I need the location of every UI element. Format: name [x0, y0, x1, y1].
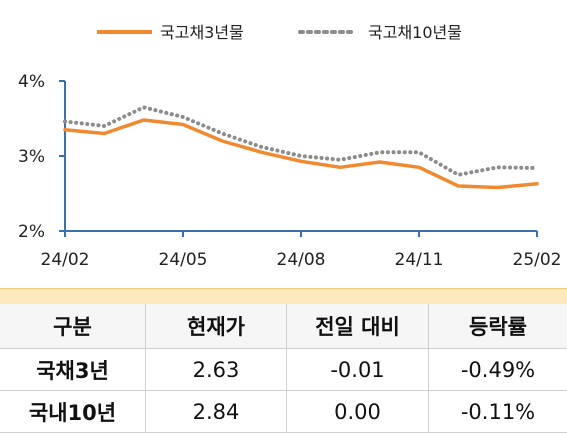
- x-tick-label: 24/08: [277, 250, 326, 270]
- legend-label-10y: 국고채10년물: [368, 23, 462, 42]
- change-cell: 0.00: [286, 390, 429, 433]
- x-tick-label: 24/05: [159, 250, 208, 270]
- change-rate-cell: -0.49%: [428, 348, 567, 391]
- yield-line-chart: 국고채3년물 국고채10년물 2% 3% 4% 24/02 24/05 24/08 24/…: [18, 23, 562, 270]
- yield-summary-table: 구분 현재가 전일 대비 등락률 국채3년 2.63 -0.01 -0.49% …: [0, 304, 567, 433]
- row-label: 국채3년: [0, 348, 146, 391]
- change-cell: -0.01: [286, 348, 429, 391]
- header-change: 전일 대비: [286, 304, 429, 349]
- y-tick-label: 3%: [18, 147, 45, 167]
- table-row: 국내10년 2.84 0.00 -0.11%: [0, 390, 567, 433]
- x-tick-label: 24/02: [41, 250, 90, 270]
- header-change-rate: 등락률: [428, 304, 567, 349]
- x-tick-label: 25/02: [513, 250, 562, 270]
- table-row: 국채3년 2.63 -0.01 -0.49%: [0, 348, 567, 391]
- y-tick-label: 4%: [18, 72, 45, 92]
- x-tick-label: 24/11: [395, 250, 444, 270]
- chart-panel: 국고채3년물 국고채10년물 2% 3% 4% 24/02 24/05 24/08 24/…: [0, 0, 567, 289]
- y-tick-label: 2%: [18, 222, 45, 242]
- series-line-3y: [63, 118, 539, 190]
- legend-label-3y: 국고채3년물: [160, 23, 244, 42]
- series-line-10y: [63, 105, 539, 177]
- divider-band: [0, 296, 567, 304]
- header-category: 구분: [0, 304, 146, 349]
- row-label: 국내10년: [0, 390, 146, 433]
- change-rate-cell: -0.11%: [428, 390, 567, 433]
- header-price: 현재가: [145, 304, 287, 349]
- table-header-row: 구분 현재가 전일 대비 등락률: [0, 304, 567, 349]
- price-cell: 2.63: [145, 348, 287, 391]
- price-cell: 2.84: [145, 390, 287, 433]
